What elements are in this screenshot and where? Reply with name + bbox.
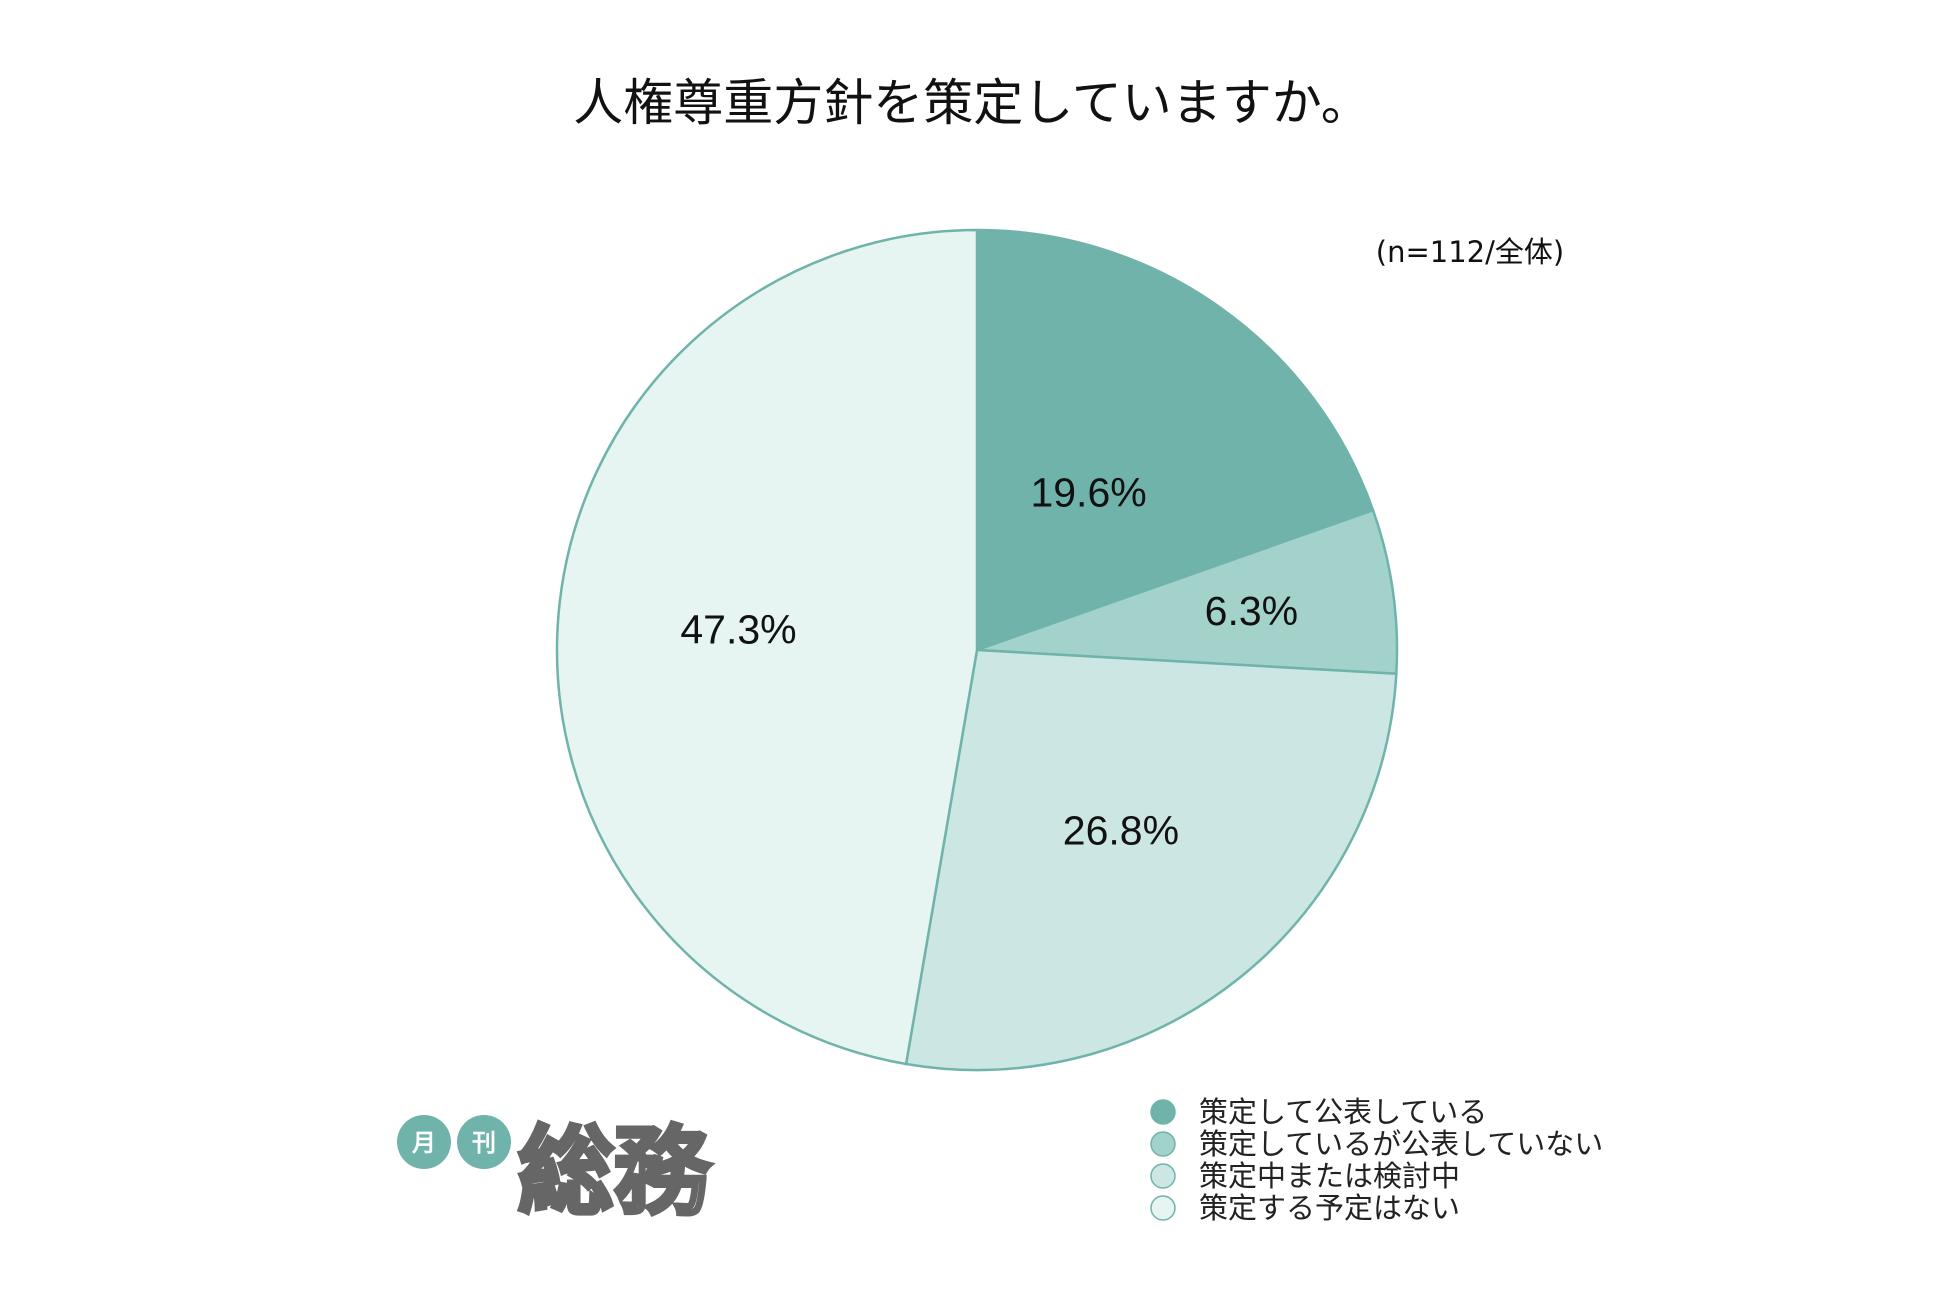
- publication-logo: 月 刊 総務: [397, 1113, 714, 1230]
- logo-badge-publish: [457, 1115, 511, 1169]
- data-label-4: 47.3%: [680, 607, 796, 653]
- pie-slices: [555, 228, 1399, 1072]
- logo-badge-moon: [397, 1115, 451, 1169]
- sample-size-note: (n=112/全体): [1376, 235, 1564, 269]
- pie-slice-4: [555, 228, 979, 1066]
- legend-label-4: 策定する予定はない: [1199, 1191, 1460, 1225]
- legend-swatch-3: [1150, 1163, 1176, 1189]
- data-label-1: 19.6%: [1030, 469, 1146, 515]
- legend-swatch-4: [1150, 1195, 1176, 1221]
- legend-label-2: 策定しているが公表していない: [1199, 1127, 1603, 1161]
- data-label-3: 26.8%: [1063, 808, 1179, 854]
- pie-slice-2: [975, 508, 1399, 675]
- pie-data-labels: 19.6% 6.3% 26.8% 47.3%: [680, 469, 1298, 853]
- legend-label-1: 策定して公表している: [1199, 1095, 1487, 1129]
- legend-label-3: 策定中または検討中: [1199, 1159, 1460, 1193]
- logo-badge-publish-text: 刊: [472, 1129, 496, 1157]
- logo-wordmark: 総務: [518, 1115, 712, 1228]
- legend: 策定して公表している策定しているが公表していない策定中または検討中策定する予定は…: [1150, 1095, 1603, 1225]
- chart-title: 人権尊重方針を策定していますか。: [573, 74, 1371, 132]
- logo-badge-moon-text: 月: [411, 1129, 436, 1157]
- legend-swatch-2: [1150, 1131, 1176, 1157]
- pie-slice-3: [904, 648, 1398, 1072]
- legend-swatch-1: [1150, 1099, 1176, 1125]
- data-label-2: 6.3%: [1205, 588, 1298, 634]
